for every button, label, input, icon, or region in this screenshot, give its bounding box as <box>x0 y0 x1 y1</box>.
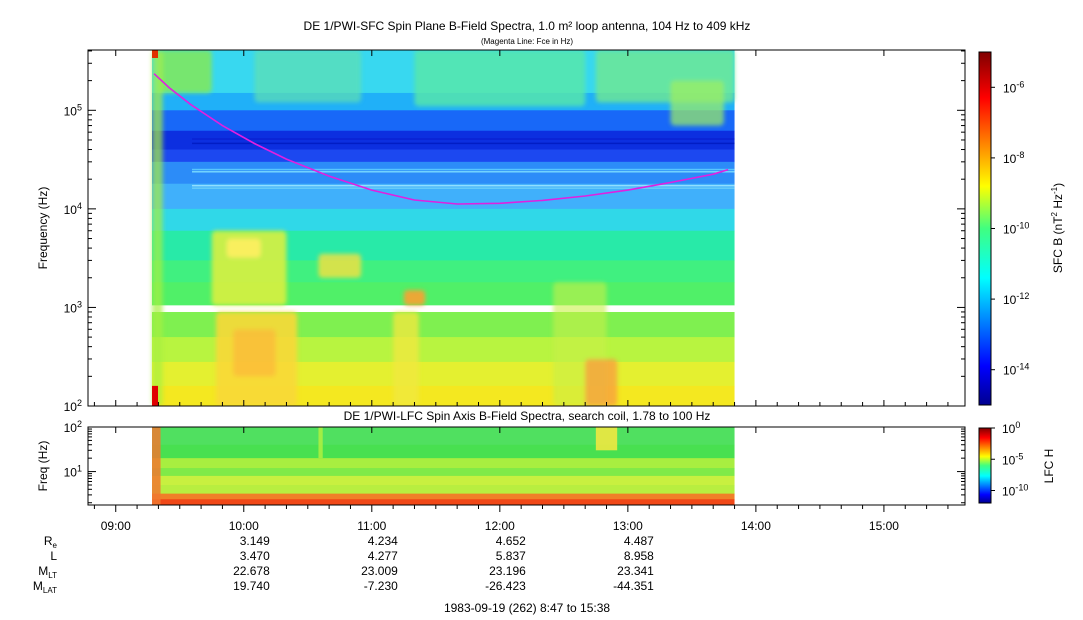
interference-line <box>192 168 735 171</box>
lfc-band <box>152 427 735 446</box>
colorbar-tick-label: 100 <box>1002 420 1020 436</box>
lfc-spectrogram-panel: 101 102 Freq (Hz) <box>36 419 966 506</box>
ephemeris-value: -44.351 <box>613 579 654 593</box>
lfc-band <box>152 485 735 495</box>
sfc-colorbar-gradient <box>978 51 992 406</box>
ephemeris-value: 4.487 <box>624 534 654 548</box>
ephemeris-value: 23.196 <box>489 564 526 578</box>
lfc-title: DE 1/PWI-LFC Spin Axis B-Field Spectra, … <box>344 409 711 423</box>
x-tick-label: 12:00 <box>485 519 515 533</box>
interference-line <box>192 142 735 145</box>
colorbar-tick-label: 10-10 <box>1003 221 1029 237</box>
sfc-y-axis-label: Frequency (Hz) <box>36 187 50 270</box>
interference-line <box>192 184 735 187</box>
lfc-y-axis-label: Freq (Hz) <box>36 441 50 492</box>
y-tick-label: 104 <box>64 201 82 217</box>
sfc-plot-frame <box>87 49 966 407</box>
y-tick-label: 102 <box>64 419 82 435</box>
spectrogram-subtitle: (Magenta Line: Fce in Hz) <box>481 37 573 46</box>
spectral-feature <box>226 238 261 258</box>
colorbar-tick-label: 10-5 <box>1002 451 1023 467</box>
ephemeris-value: 8.958 <box>624 549 654 563</box>
spectral-feature <box>152 50 163 406</box>
x-tick-label: 13:00 <box>613 519 643 533</box>
spectral-feature <box>318 253 362 278</box>
ephemeris-row-label: L <box>50 549 57 563</box>
colorbar-tick-label: 10-10 <box>1002 483 1028 499</box>
spectrogram-band <box>152 110 735 132</box>
x-tick-label: 09:00 <box>101 519 131 533</box>
x-tick-label: 14:00 <box>741 519 771 533</box>
ephemeris-value: 22.678 <box>233 564 270 578</box>
date-footer: 1983-09-19 (262) 8:47 to 15:38 <box>444 601 610 615</box>
y-tick-label: 105 <box>64 102 82 118</box>
lfc-band <box>152 444 735 459</box>
data-gap <box>152 305 735 312</box>
ephemeris-table: Re 3.149 4.234 4.652 4.487 L 3.470 4.277 5.837 8.… <box>33 534 654 595</box>
x-tick-label: 15:00 <box>869 519 899 533</box>
y-tick-label: 101 <box>64 464 82 480</box>
lfc-band <box>152 499 735 505</box>
ephemeris-value: 4.277 <box>368 549 398 563</box>
fce-line <box>153 73 729 205</box>
ephemeris-value: 23.341 <box>617 564 654 578</box>
spectrogram-band <box>152 161 735 185</box>
colorbar-tick-label: 10-14 <box>1003 362 1029 378</box>
interference-line <box>192 138 735 140</box>
colorbar-tick-label: 10-8 <box>1003 150 1024 166</box>
spectral-feature <box>414 50 586 107</box>
time-axis: 09:00 10:00 11:00 12:00 13:00 14:00 15:00 <box>88 50 965 533</box>
x-tick-label: 11:00 <box>357 519 386 533</box>
sfc-colorbar-label: SFC B (nT2 Hz-1) <box>1050 183 1065 273</box>
spectrogram-title: DE 1/PWI-SFC Spin Plane B-Field Spectra,… <box>304 19 751 33</box>
lfc-spectrogram-image <box>152 427 735 505</box>
sfc-colorbar: 10-6 10-8 10-10 10-12 10-14 SFC B (nT2 Hz-1) <box>978 51 1065 406</box>
spectral-feature <box>158 50 212 93</box>
intense-emission <box>152 385 159 406</box>
lfc-feature <box>595 427 618 451</box>
lfc-band <box>152 493 735 500</box>
ephemeris-value: 4.234 <box>368 534 398 548</box>
y-tick-label: 103 <box>64 299 82 315</box>
ephemeris-row-label: Re <box>44 534 58 550</box>
intense-emission <box>152 50 159 58</box>
spectrogram-band <box>152 260 735 283</box>
x-tick-label: 10:00 <box>229 519 259 533</box>
ephemeris-value: 19.740 <box>233 579 270 593</box>
ephemeris-value: 4.652 <box>496 534 526 548</box>
ephemeris-value: -26.423 <box>485 579 526 593</box>
spectral-feature <box>585 358 618 406</box>
lfc-colorbar-gradient <box>978 427 992 504</box>
ephemeris-value: 23.009 <box>361 564 398 578</box>
ephemeris-value: 3.470 <box>240 549 270 563</box>
lfc-feature <box>152 427 161 505</box>
interference-line <box>192 171 735 173</box>
colorbar-tick-label: 10-6 <box>1003 79 1024 95</box>
ephemeris-value: 3.149 <box>240 534 270 548</box>
spectrogram-band <box>152 130 735 151</box>
ephemeris-value: 5.837 <box>496 549 526 563</box>
spectral-feature <box>403 290 426 306</box>
sfc-spectrogram-image <box>152 50 735 406</box>
spectral-feature <box>670 80 724 126</box>
lfc-band <box>152 458 735 469</box>
interference-line <box>192 187 735 189</box>
ephemeris-row-label: MLT <box>38 564 57 580</box>
lfc-feature <box>318 427 323 459</box>
spectrogram-band <box>152 149 735 163</box>
spectral-feature <box>254 50 362 103</box>
y-tick-label: 102 <box>64 398 82 414</box>
spectral-feature <box>233 329 276 377</box>
colorbar-tick-label: 10-12 <box>1003 291 1029 307</box>
lfc-colorbar-label: LFC H <box>1042 449 1056 484</box>
ephemeris-row-label: MLAT <box>33 579 57 595</box>
spectrogram-band <box>152 208 735 232</box>
lfc-band <box>152 468 735 477</box>
ephemeris-value: -7.230 <box>364 579 398 593</box>
lfc-band <box>152 475 735 486</box>
sfc-spectrogram-panel: 102 103 104 105 Frequency (Hz) <box>36 49 966 414</box>
spectral-feature <box>393 311 419 406</box>
lfc-colorbar: 100 10-5 10-10 LFC H <box>978 420 1056 504</box>
